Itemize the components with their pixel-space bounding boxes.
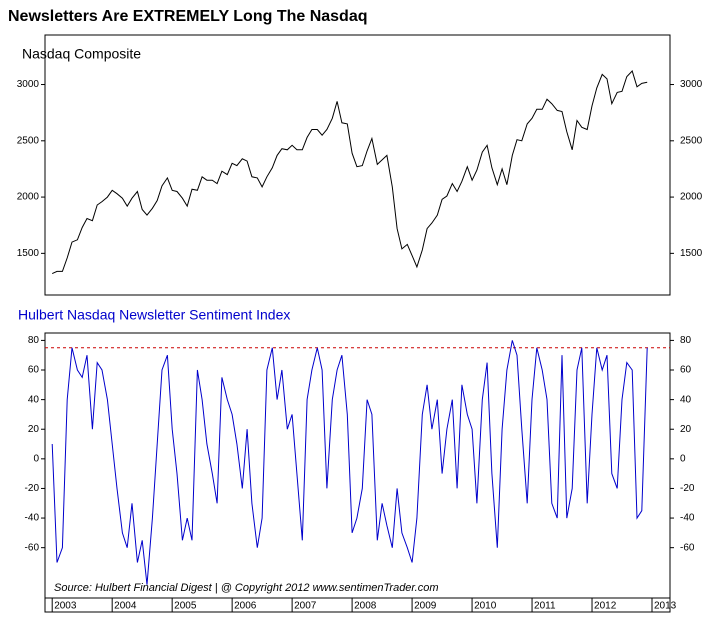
plot-frame bbox=[44, 34, 671, 296]
y-tick-label: 40 bbox=[28, 394, 40, 405]
y-tick-label: 40 bbox=[680, 394, 692, 405]
x-tick-label: 2005 bbox=[174, 601, 197, 612]
y-tick-label: 2500 bbox=[17, 135, 40, 146]
y-tick-label: 80 bbox=[28, 335, 40, 346]
y-tick-label: 60 bbox=[28, 365, 40, 376]
y-tick-label: -40 bbox=[680, 513, 695, 524]
y-tick-label: 2000 bbox=[17, 192, 40, 203]
x-tick-label: 2013 bbox=[654, 601, 677, 612]
y-tick-label: 2000 bbox=[680, 192, 703, 203]
x-tick-label: 2009 bbox=[414, 601, 437, 612]
x-tick-label: 2007 bbox=[294, 601, 317, 612]
y-tick-label: 3000 bbox=[680, 79, 703, 90]
chart-title: Newsletters Are EXTREMELY Long The Nasda… bbox=[8, 8, 368, 25]
source-note: Source: Hulbert Financial Digest | @ Cop… bbox=[54, 582, 439, 594]
y-tick-label: 0 bbox=[33, 453, 39, 464]
y-tick-label: 80 bbox=[680, 335, 692, 346]
data-line bbox=[51, 340, 648, 585]
x-tick-label: 2008 bbox=[354, 601, 377, 612]
y-tick-label: 20 bbox=[680, 424, 692, 435]
y-tick-label: -40 bbox=[25, 513, 40, 524]
x-tick-label: 2004 bbox=[114, 601, 137, 612]
y-tick-label: 20 bbox=[28, 424, 40, 435]
x-tick-label: 2012 bbox=[594, 601, 617, 612]
y-tick-label: 2500 bbox=[680, 135, 703, 146]
panel-title: Nasdaq Composite bbox=[22, 46, 141, 62]
x-tick-label: 2010 bbox=[474, 601, 497, 612]
y-tick-label: 60 bbox=[680, 365, 692, 376]
y-tick-label: 0 bbox=[680, 453, 686, 464]
y-tick-label: 1500 bbox=[680, 248, 703, 259]
x-tick-label: 2011 bbox=[534, 601, 556, 612]
y-tick-label: -20 bbox=[680, 483, 695, 494]
data-line bbox=[51, 70, 648, 275]
x-axis-strip bbox=[44, 597, 671, 613]
y-tick-label: -60 bbox=[25, 542, 40, 553]
y-tick-label: 3000 bbox=[17, 79, 40, 90]
x-tick-label: 2003 bbox=[54, 601, 77, 612]
y-tick-label: 1500 bbox=[17, 248, 40, 259]
panel-title: Hulbert Nasdaq Newsletter Sentiment Inde… bbox=[18, 307, 290, 323]
y-tick-label: -60 bbox=[680, 542, 695, 553]
y-tick-label: -20 bbox=[25, 483, 40, 494]
x-tick-label: 2006 bbox=[234, 601, 257, 612]
